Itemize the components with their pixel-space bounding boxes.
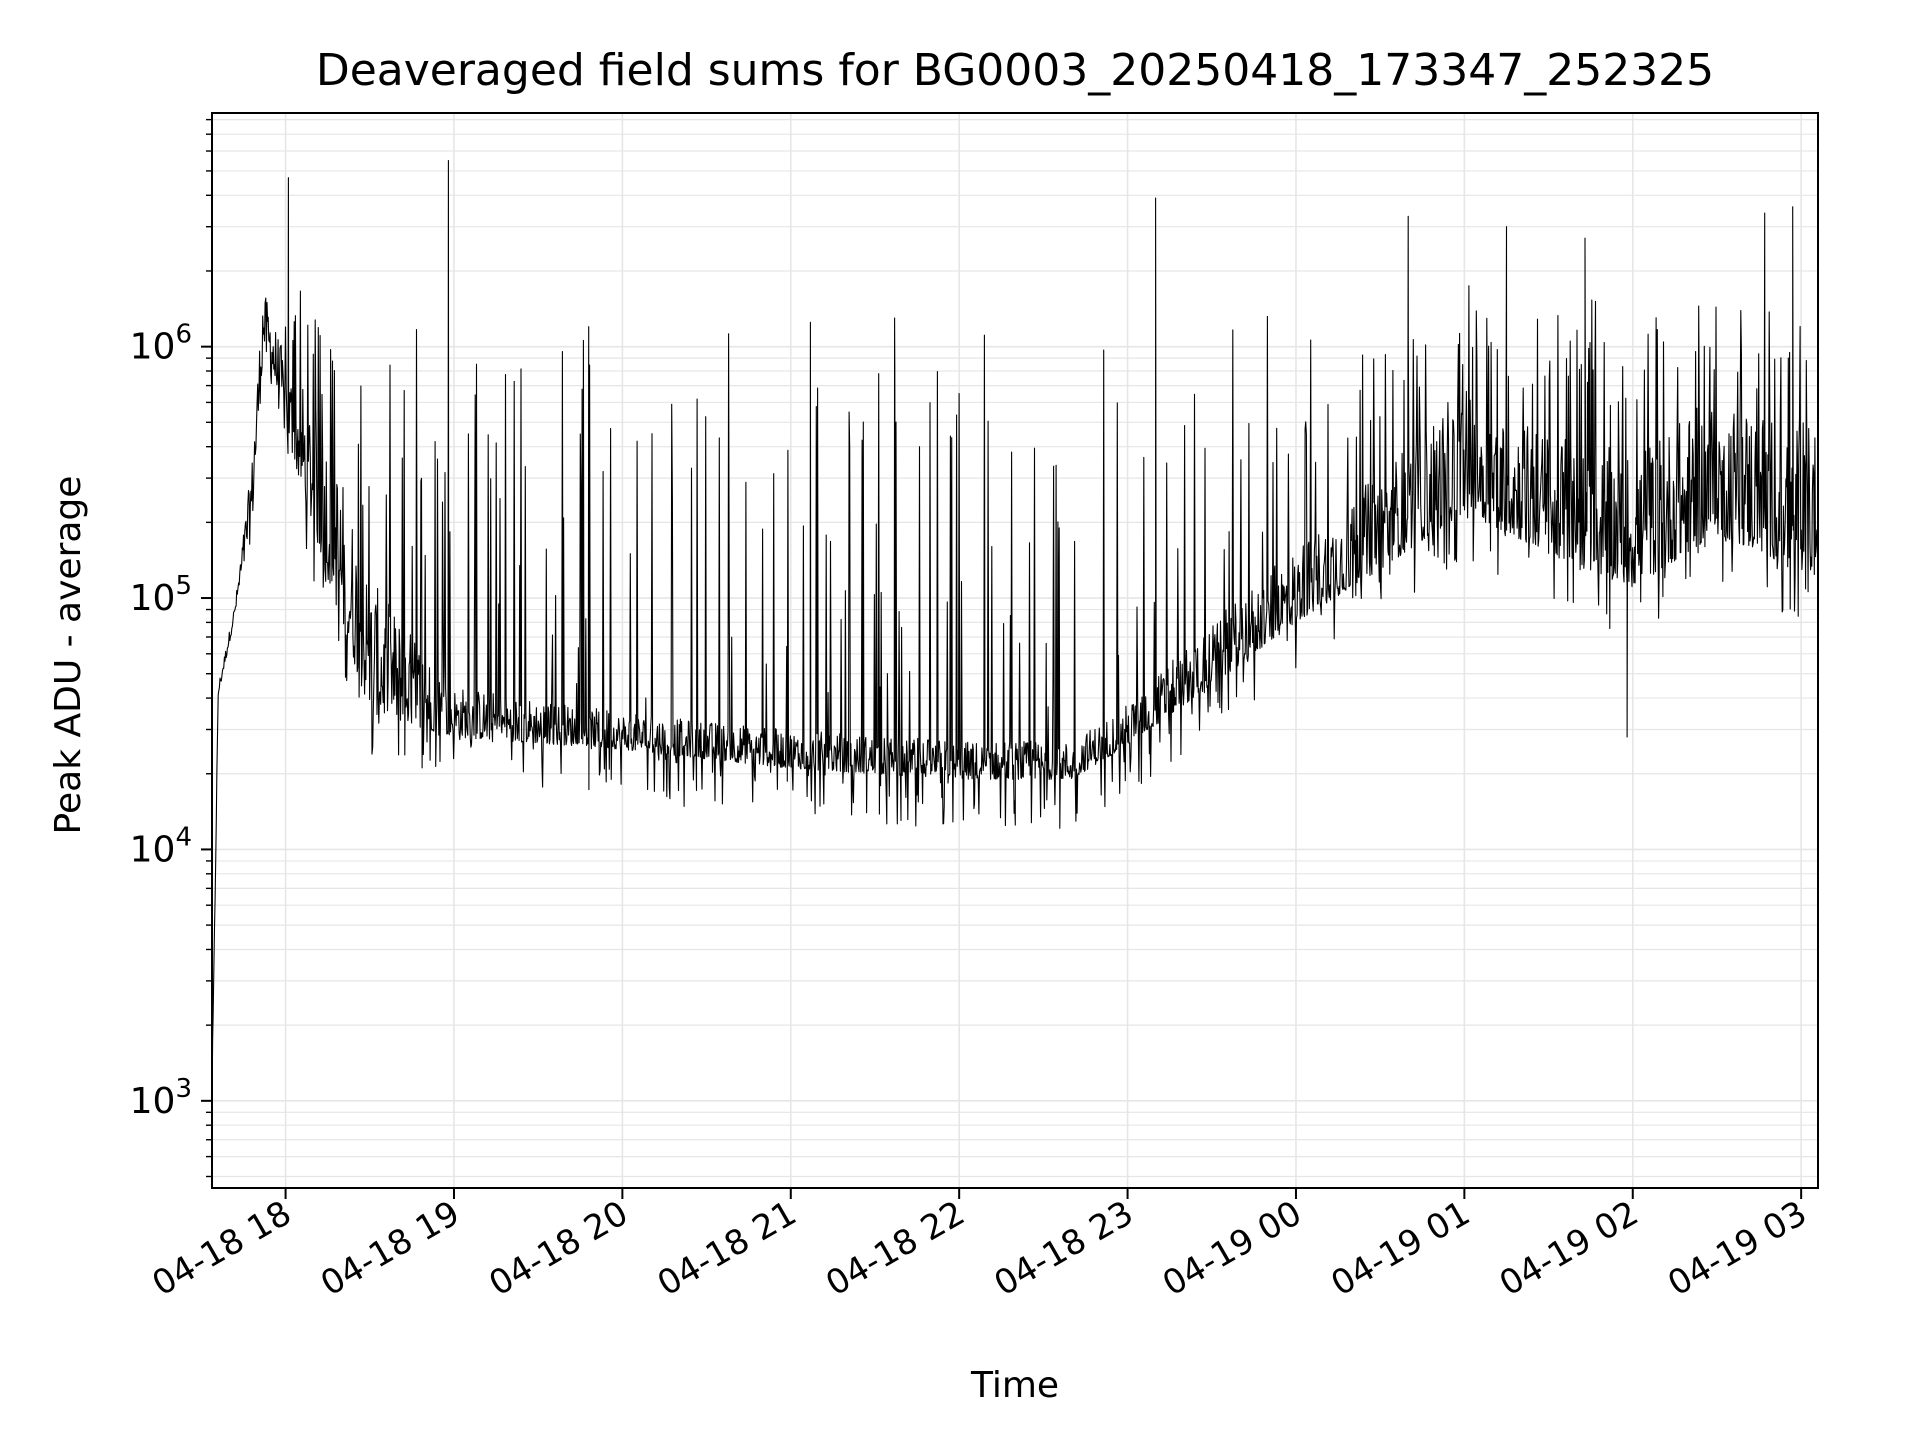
y-tick-label: 103: [130, 1074, 192, 1122]
y-axis-label: Peak ADU - average: [48, 476, 89, 835]
series-line-group: [211, 159, 1819, 1113]
series-line: [211, 159, 1819, 1113]
y-tick-label: 104: [130, 822, 192, 870]
y-tick-label: 106: [130, 320, 192, 368]
x-axis-label: Time: [970, 1365, 1059, 1406]
y-tick-label: 105: [130, 571, 192, 619]
y-axis-ticks: 103 104 105 106: [130, 118, 212, 1178]
plot-frame: [211, 112, 1819, 1189]
chart-title: Deaveraged field sums for BG0003_2025041…: [316, 45, 1714, 96]
